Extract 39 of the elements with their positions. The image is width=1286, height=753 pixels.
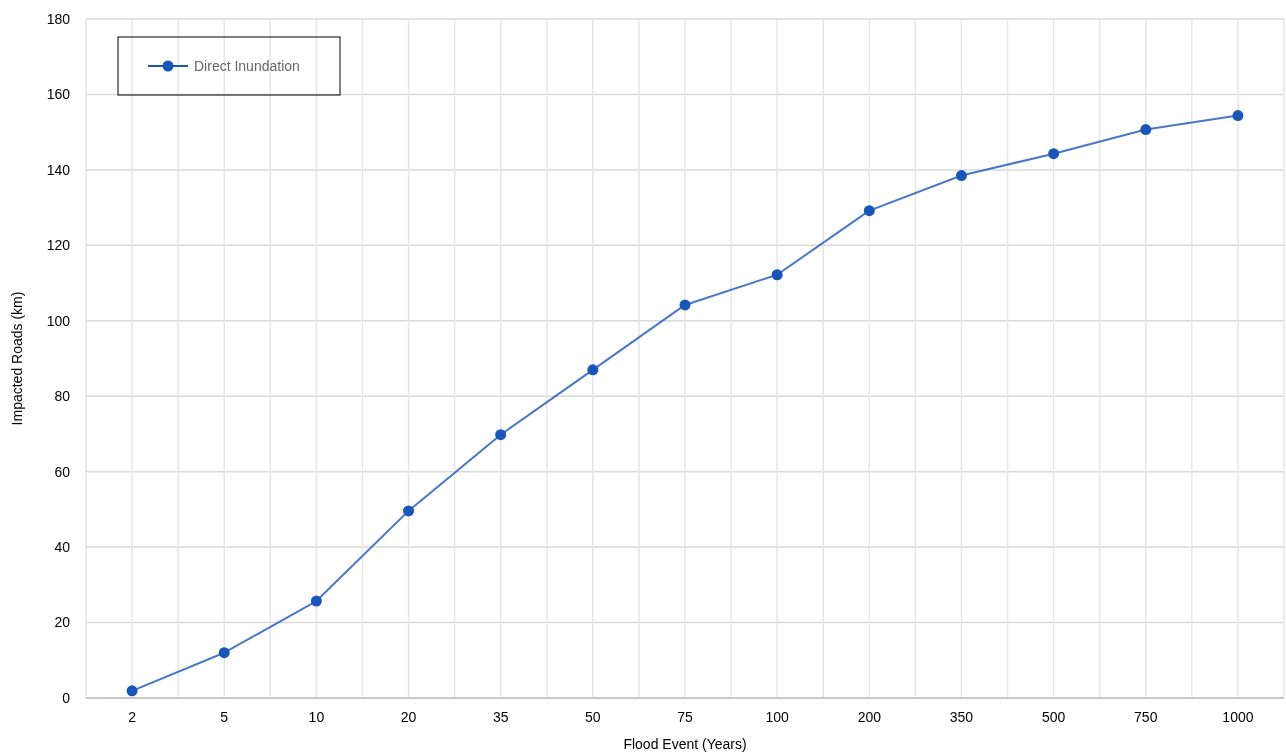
y-tick-label: 140 <box>46 161 71 178</box>
point <box>587 364 599 376</box>
point <box>218 647 230 659</box>
x-tick-label: 500 <box>1041 709 1066 725</box>
y-tick-label: 100 <box>46 312 71 329</box>
x-tick-label: 75 <box>677 709 693 725</box>
y-tick-label: 60 <box>54 463 71 480</box>
y-tick-label: 180 <box>46 10 71 27</box>
point <box>126 685 138 697</box>
x-tick-label: 100 <box>765 709 790 725</box>
point <box>495 429 507 441</box>
x-tick-label: 10 <box>308 709 325 725</box>
y-tick-label: 0 <box>62 689 71 706</box>
x-tick-label: 5 <box>220 709 229 725</box>
x-tick-label: 350 <box>949 709 974 725</box>
point <box>955 170 967 182</box>
x-tick-label: 50 <box>585 709 601 725</box>
point <box>863 205 875 217</box>
point <box>1048 148 1060 160</box>
y-tick-label: 20 <box>54 614 71 631</box>
x-tick-label: 2 <box>128 709 137 725</box>
point <box>1140 124 1152 136</box>
point <box>771 269 783 281</box>
legend-label: Direct Inundation <box>194 57 300 74</box>
point <box>1232 110 1244 122</box>
point <box>310 595 322 607</box>
y-tick-label: 120 <box>46 237 71 254</box>
x-tick-label: 20 <box>400 709 417 725</box>
y-axis-title: Impacted Roads (km) <box>9 291 25 426</box>
x-tick-label: 750 <box>1134 709 1158 725</box>
y-tick-label: 40 <box>54 539 71 556</box>
x-axis-title: Flood Event (Years) <box>623 736 747 752</box>
x-tick-label: 35 <box>492 709 509 725</box>
x-tick-label: 200 <box>857 709 882 725</box>
point <box>403 505 415 517</box>
x-tick-label: 1000 <box>1222 709 1254 725</box>
y-tick-label: 80 <box>54 388 71 405</box>
point <box>679 299 691 311</box>
y-tick-label: 160 <box>46 86 71 103</box>
